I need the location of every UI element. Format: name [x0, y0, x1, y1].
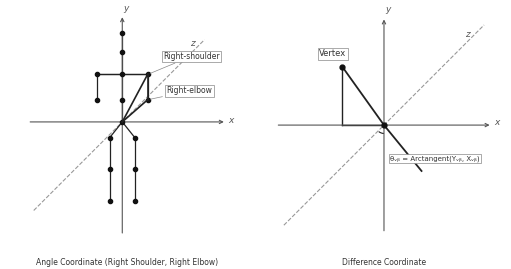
Text: x: x — [495, 119, 500, 128]
Text: Vertex: Vertex — [319, 49, 346, 58]
Text: θᵥᵦ = Arctangent(Yᵥᵦ, Xᵥᵦ): θᵥᵦ = Arctangent(Yᵥᵦ, Xᵥᵦ) — [390, 155, 480, 162]
Text: Angle Coordinate (Right Shoulder, Right Elbow): Angle Coordinate (Right Shoulder, Right … — [36, 259, 218, 267]
Text: z: z — [466, 30, 470, 40]
Text: y: y — [385, 5, 391, 15]
Text: x: x — [228, 116, 234, 125]
Text: Difference Coordinate: Difference Coordinate — [342, 258, 426, 267]
Text: z: z — [190, 39, 195, 48]
Text: Right-elbow: Right-elbow — [150, 86, 213, 99]
Text: Right-shoulder: Right-shoulder — [150, 52, 220, 73]
Text: y: y — [123, 4, 129, 13]
